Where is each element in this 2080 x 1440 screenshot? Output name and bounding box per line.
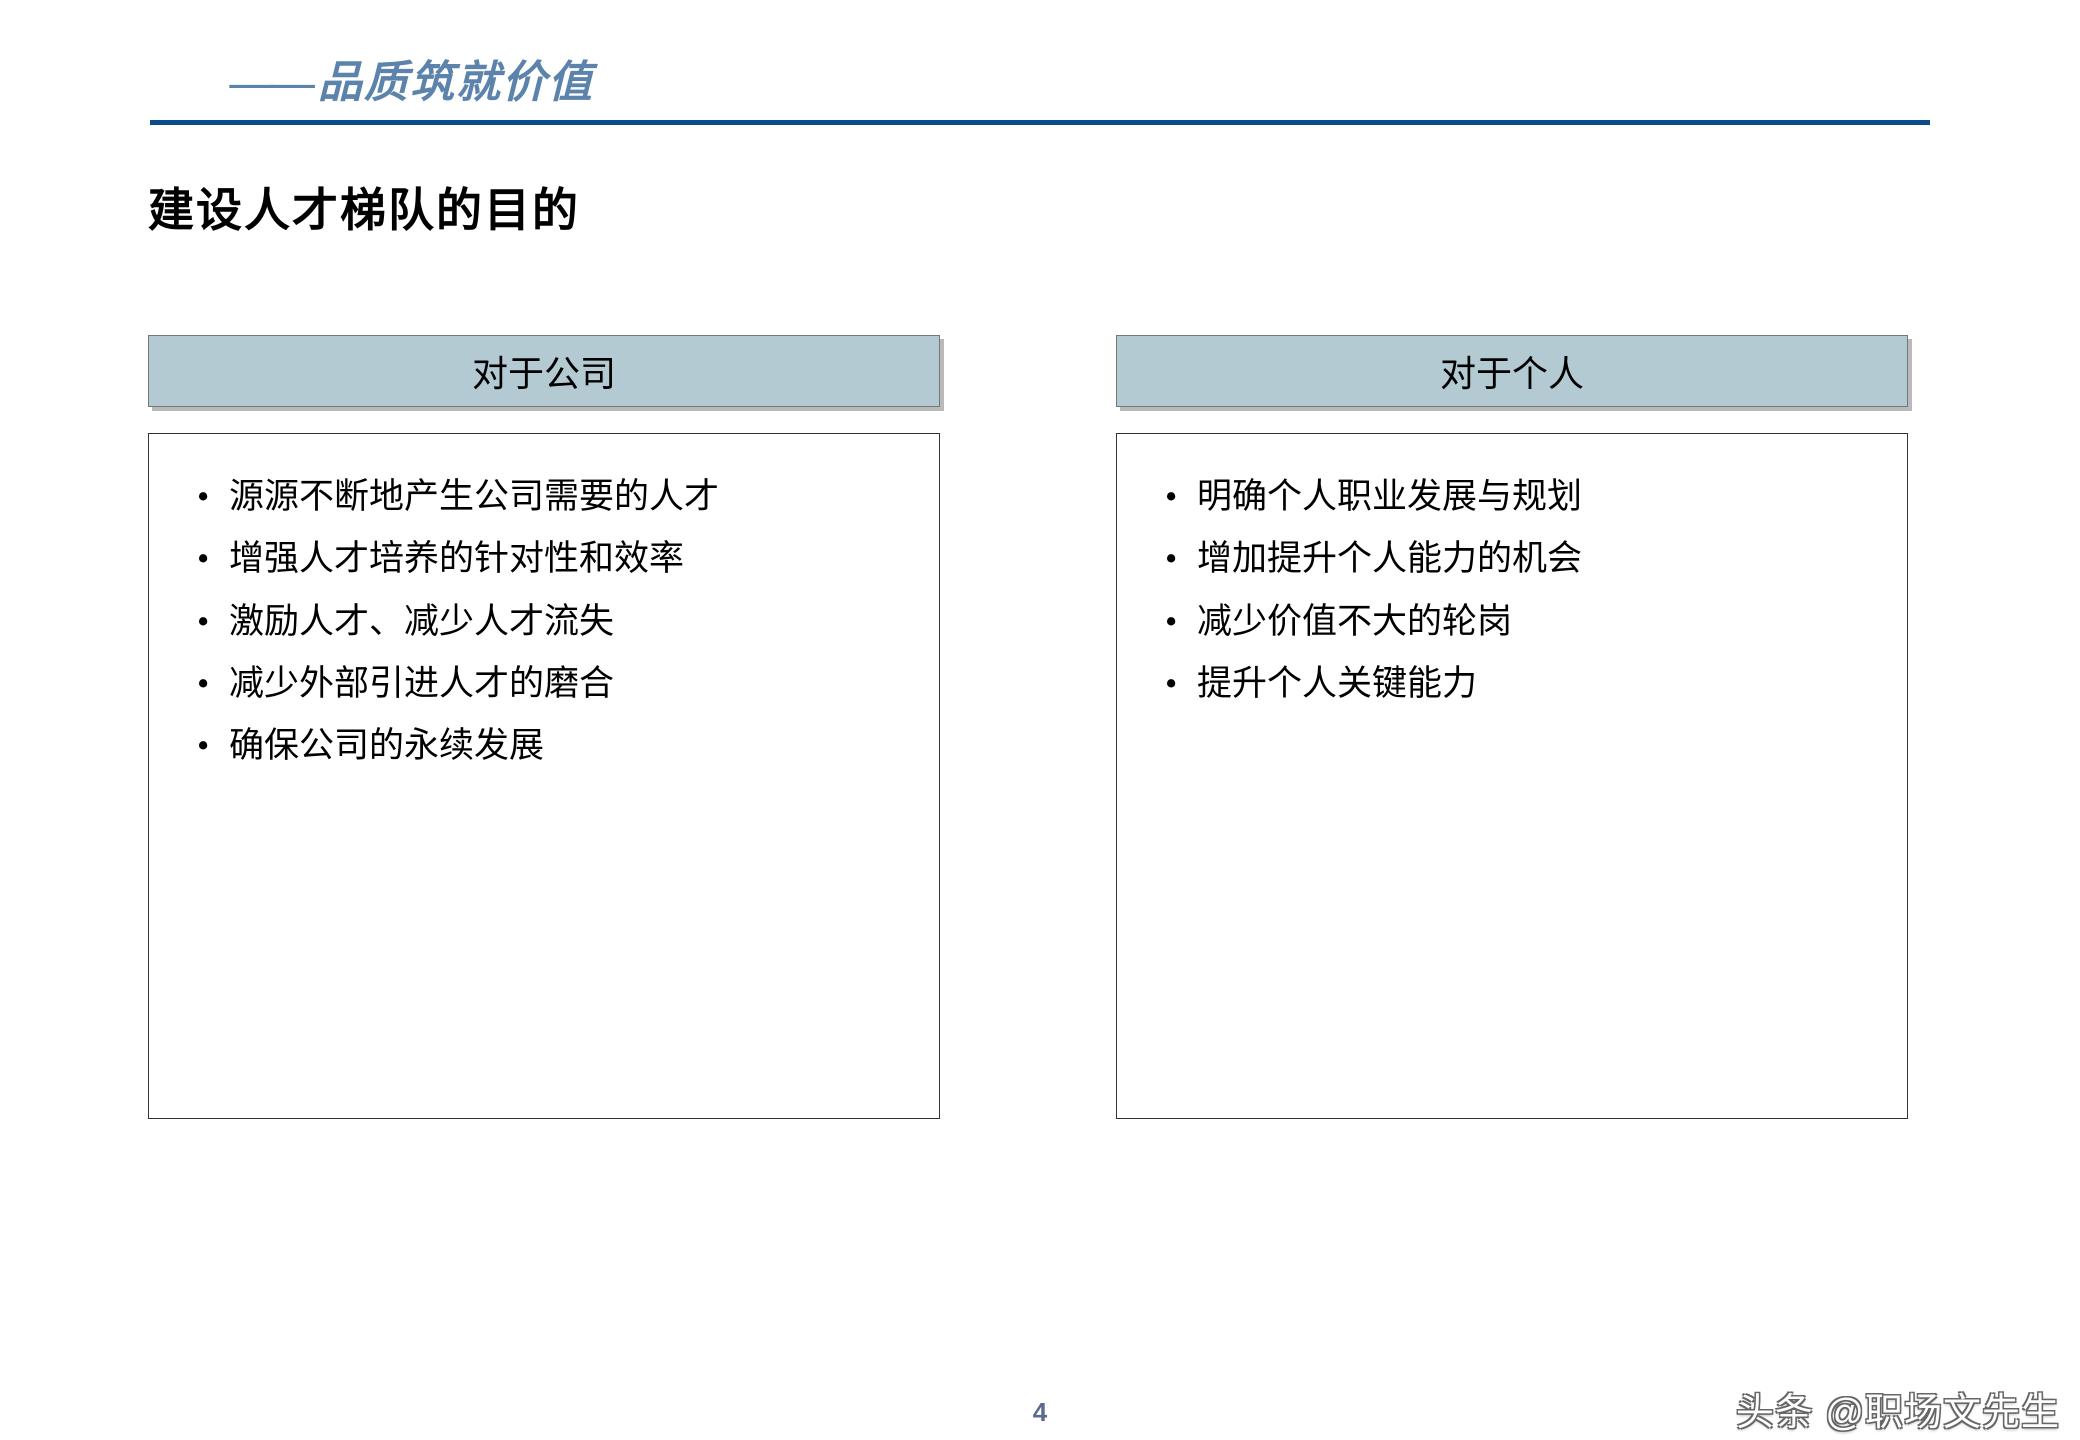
slogan-dash: —— (230, 58, 312, 107)
list-item: 激励人才、减少人才流失 (195, 591, 905, 653)
list-item: 增加提升个人能力的机会 (1163, 528, 1873, 590)
column-company: 对于公司 源源不断地产生公司需要的人才 增强人才培养的针对性和效率 激励人才、减… (148, 335, 940, 1119)
slogan: ——品质筑就价值 (230, 46, 594, 110)
list-item: 源源不断地产生公司需要的人才 (195, 466, 905, 528)
bullet-list-personal: 明确个人职业发展与规划 增加提升个人能力的机会 减少价值不大的轮岗 提升个人关键… (1163, 466, 1873, 715)
header-divider (150, 120, 1930, 125)
list-item: 减少价值不大的轮岗 (1163, 591, 1873, 653)
watermark: 头条 @职场文先生 (1736, 1381, 2060, 1436)
column-header-wrap: 对于公司 (148, 335, 940, 407)
page-number: 4 (1033, 1397, 1047, 1428)
list-item: 确保公司的永续发展 (195, 715, 905, 777)
list-item: 减少外部引进人才的磨合 (195, 653, 905, 715)
column-personal: 对于个人 明确个人职业发展与规划 增加提升个人能力的机会 减少价值不大的轮岗 提… (1116, 335, 1908, 1119)
column-body-personal: 明确个人职业发展与规划 增加提升个人能力的机会 减少价值不大的轮岗 提升个人关键… (1116, 433, 1908, 1119)
list-item: 提升个人关键能力 (1163, 653, 1873, 715)
column-header-wrap: 对于个人 (1116, 335, 1908, 407)
page-title: 建设人才梯队的目的 (148, 174, 580, 240)
columns-wrap: 对于公司 源源不断地产生公司需要的人才 增强人才培养的针对性和效率 激励人才、减… (148, 335, 1908, 1119)
list-item: 增强人才培养的针对性和效率 (195, 528, 905, 590)
column-body-company: 源源不断地产生公司需要的人才 增强人才培养的针对性和效率 激励人才、减少人才流失… (148, 433, 940, 1119)
list-item: 明确个人职业发展与规划 (1163, 466, 1873, 528)
slogan-text: 品质筑就价值 (318, 58, 594, 107)
column-header-company: 对于公司 (148, 335, 940, 407)
column-header-personal: 对于个人 (1116, 335, 1908, 407)
bullet-list-company: 源源不断地产生公司需要的人才 增强人才培养的针对性和效率 激励人才、减少人才流失… (195, 466, 905, 777)
